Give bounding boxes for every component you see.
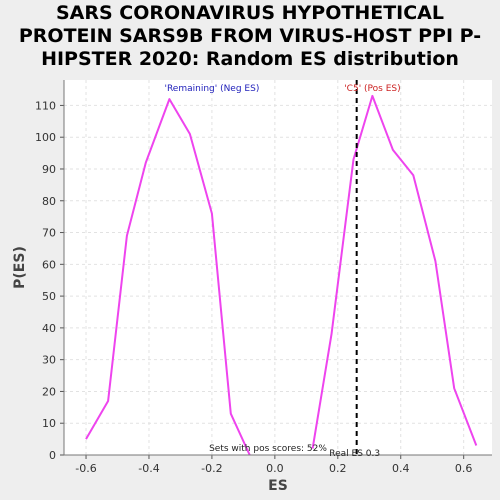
sets-with-pos-scores-note: Sets with pos scores: 52%: [209, 444, 327, 454]
title-line-3: HIPSTER 2020: Random ES distribution: [41, 48, 459, 70]
y-axis-label: P(ES): [12, 246, 28, 289]
es-curve-2: [311, 94, 478, 449]
x-tick-label: 0.6: [455, 462, 473, 475]
chart-title: SARS CORONAVIRUS HYPOTHETICAL PROTEIN SA…: [0, 2, 500, 71]
plot-area: [64, 80, 492, 455]
y-tick-label: 80: [42, 195, 56, 208]
x-tick-label: 0.4: [392, 462, 410, 475]
y-tick-label: 30: [42, 354, 56, 367]
x-tick-label: -0.2: [201, 462, 222, 475]
x-tick-label: 0.2: [329, 462, 347, 475]
real-es-label: Real ES 0.3: [329, 449, 380, 459]
y-tick-label: 20: [42, 385, 56, 398]
neg-es-label: 'Remaining' (Neg ES): [164, 84, 259, 94]
y-tick-label: 110: [35, 99, 56, 112]
y-tick-label: 60: [42, 258, 56, 271]
series-group: [85, 94, 478, 456]
title-line-1: SARS CORONAVIRUS HYPOTHETICAL: [55, 2, 444, 24]
x-tick-label: -0.4: [138, 462, 159, 475]
y-tick-label: 0: [49, 449, 56, 462]
pos-es-label: 'C5' (Pos ES): [344, 84, 400, 94]
y-tick-label: 100: [35, 131, 56, 144]
x-axis-ticks: -0.6 -0.4 -0.2 0.0 0.2 0.4 0.6: [63, 80, 492, 475]
y-tick-label: 70: [42, 227, 56, 240]
x-tick-label: -0.6: [75, 462, 96, 475]
es-curve-1: [85, 98, 251, 456]
title-line-2: PROTEIN SARS9B FROM VIRUS-HOST PPI P-: [18, 25, 482, 47]
x-axis-label: ES: [268, 478, 288, 494]
y-tick-label: 90: [42, 163, 56, 176]
y-axis-ticks: 0 10 20 30 40 50 60 70 80 90 100 110: [35, 99, 64, 462]
y-tick-label: 50: [42, 290, 56, 303]
x-tick-label: 0.0: [266, 462, 284, 475]
y-tick-label: 10: [42, 417, 56, 430]
y-tick-label: 40: [42, 322, 56, 335]
